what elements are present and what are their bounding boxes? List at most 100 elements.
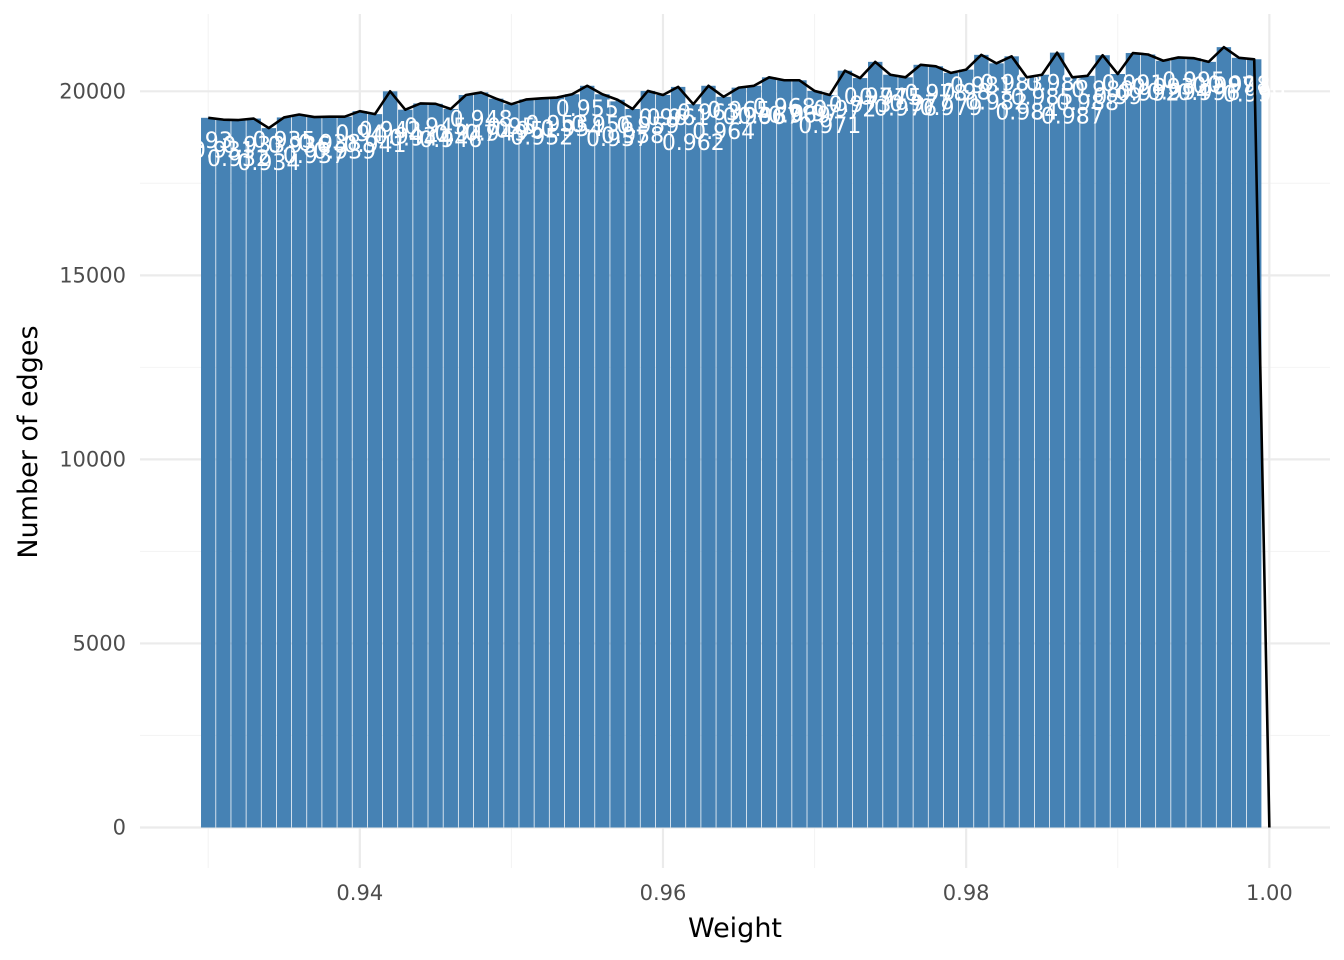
bar-value-label: 0.994	[1147, 80, 1210, 105]
bar-value-label: 0.97	[790, 102, 839, 127]
bar-value-label: 0.948	[450, 107, 513, 132]
bar	[1080, 75, 1095, 828]
bar	[898, 77, 913, 828]
bar	[1034, 74, 1050, 828]
bar	[701, 85, 716, 828]
bar	[579, 85, 595, 828]
bars	[201, 47, 1262, 828]
bar-value-label: 0.955	[556, 97, 619, 122]
bar-value-label: 0.95	[487, 115, 536, 140]
bar-value-label: 0.931	[192, 139, 255, 164]
bar-value-label: 0.953	[525, 113, 588, 138]
x-tick-label: 1.00	[1246, 881, 1293, 905]
bar	[367, 114, 383, 828]
bar	[504, 104, 519, 828]
bar-value-label: 0.951	[495, 118, 558, 143]
bar	[398, 109, 413, 828]
bar	[883, 74, 898, 828]
y-tick-label: 0	[113, 816, 126, 840]
bar-value-label: 0.977	[889, 92, 952, 117]
bar-value-label: 0.98	[942, 81, 991, 106]
bar-labels: 0.930.9310.9320.9330.9340.9350.9360.9370…	[184, 69, 1286, 176]
bar	[549, 97, 565, 828]
bar-value-label: 0.981	[950, 74, 1013, 99]
bar	[1110, 74, 1125, 828]
bar	[352, 111, 368, 828]
bar	[413, 103, 428, 828]
x-tick-label: 0.94	[336, 881, 383, 905]
bar	[1004, 56, 1019, 828]
y-tick-label: 10000	[59, 447, 126, 471]
bar	[1140, 54, 1156, 828]
bar-value-label: 0.965	[707, 99, 770, 124]
bar-value-label: 0.936	[268, 133, 331, 158]
bar-value-label: 0.973	[829, 93, 892, 118]
y-tick-label: 20000	[59, 79, 126, 103]
bar-value-label: 0.998	[1208, 73, 1271, 98]
bar-value-label: 0.93	[184, 129, 233, 154]
bar	[610, 99, 625, 828]
bar	[822, 94, 837, 828]
y-axis-title: Number of edges	[13, 325, 44, 558]
bar-value-label: 0.978	[904, 81, 967, 106]
bar-value-label: 0.996	[1177, 81, 1240, 106]
bar	[852, 78, 868, 828]
bar-value-label: 0.937	[283, 144, 346, 169]
bar-value-label: 0.963	[677, 101, 740, 126]
bar	[519, 99, 534, 828]
bar-value-label: 0.944	[389, 126, 452, 151]
bar	[989, 63, 1004, 828]
bar	[958, 69, 974, 828]
bar	[943, 72, 959, 828]
x-tick-label: 0.96	[640, 881, 687, 905]
bar-value-label: 0.96	[639, 106, 688, 131]
bar-value-label: 0.984	[995, 100, 1058, 125]
bar	[201, 117, 216, 828]
bar	[974, 54, 989, 828]
bar	[1201, 61, 1216, 828]
bar-value-label: 0.995	[1162, 69, 1225, 94]
bar-value-label: 0.979	[920, 96, 983, 121]
bar-value-label: 0.991	[1101, 72, 1164, 97]
bar-value-label: 0.993	[1132, 76, 1195, 101]
bar-value-label: 0.942	[359, 118, 422, 143]
bar	[246, 118, 261, 828]
y-axis-ticks: 0 5000 10000 15000 20000	[59, 79, 126, 839]
bar-value-label: 0.932	[207, 147, 270, 172]
bar-value-label: 0.962	[662, 131, 725, 156]
bar-value-label: 0.939	[313, 140, 376, 165]
bar	[1231, 57, 1247, 828]
bar	[731, 87, 746, 828]
bar	[595, 94, 610, 828]
bar	[337, 116, 352, 828]
bar-value-label: 0.947	[434, 122, 497, 147]
x-axis-title: Weight	[688, 913, 782, 944]
bar	[1049, 52, 1065, 828]
bar-value-label: 0.967	[738, 104, 801, 129]
bar	[458, 94, 474, 828]
bar	[1125, 53, 1141, 828]
bar	[428, 103, 443, 828]
bar-value-label: 0.959	[616, 114, 679, 139]
bar-value-label: 0.954	[541, 117, 604, 142]
bar	[837, 70, 853, 828]
bar-value-label: 0.982	[965, 90, 1028, 115]
bar	[625, 108, 640, 828]
bar-value-label: 0.952	[510, 125, 573, 150]
bar	[276, 117, 292, 828]
bar	[1156, 60, 1171, 828]
bar	[807, 90, 822, 828]
bar	[1247, 59, 1262, 828]
bar-value-label: 0.966	[722, 105, 785, 130]
bar	[231, 120, 246, 828]
bar-value-label: 0.94	[335, 122, 384, 147]
bar-value-label: 0.957	[586, 127, 649, 152]
y-tick-label: 15000	[59, 263, 126, 287]
bar-value-label: 0.987	[1041, 104, 1104, 129]
bar-value-label: 0.997	[1192, 74, 1255, 99]
bar-value-label: 0.974	[844, 85, 907, 110]
bar	[716, 96, 731, 828]
bar	[291, 114, 307, 828]
bar-value-label: 0.946	[419, 128, 482, 153]
